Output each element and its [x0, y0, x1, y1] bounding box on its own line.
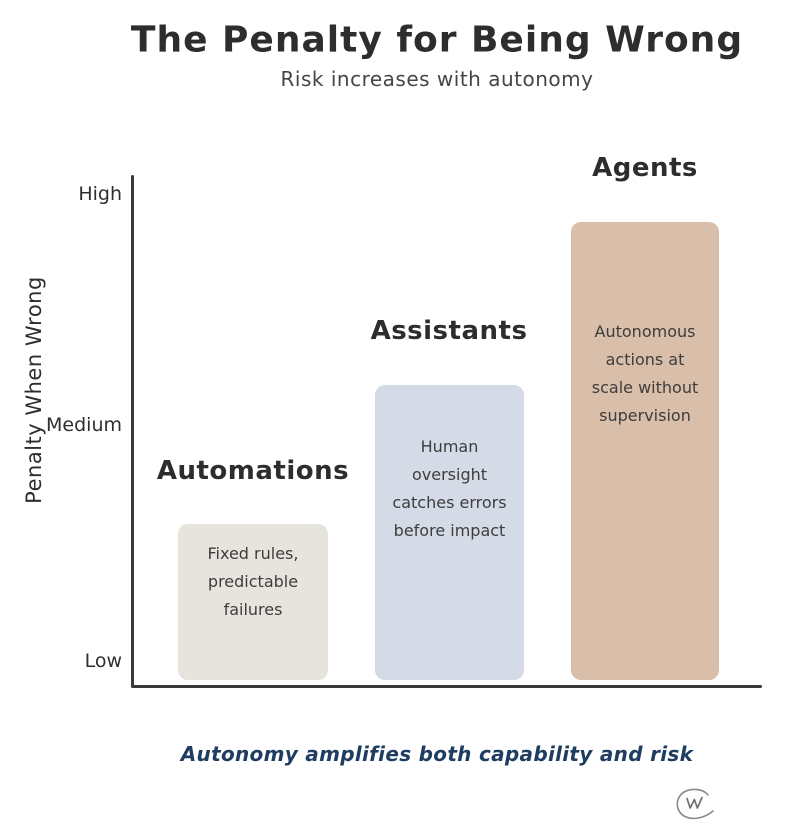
bar-description-agents: Autonomous actions at scale without supe…: [591, 322, 699, 425]
chart-subtitle: Risk increases with autonomy: [280, 67, 594, 91]
bar-assistants: Human oversight catches errors before im…: [375, 385, 524, 680]
y-tick-medium: Medium: [46, 414, 122, 436]
chart-title: The Penalty for Being Wrong: [130, 19, 744, 61]
y-axis-line: [131, 175, 134, 687]
circled-w-signature-icon: [676, 788, 714, 820]
bar-label-assistants: Assistants: [370, 316, 528, 346]
bar-label-automations: Automations: [156, 456, 350, 486]
bar-automations: Fixed rules, predictable failures: [178, 524, 328, 680]
x-axis-line: [131, 685, 762, 688]
bar-agents: Autonomous actions at scale without supe…: [571, 222, 719, 680]
chart-caption: Autonomy amplifies both capability and r…: [180, 742, 694, 766]
y-tick-high: High: [78, 183, 122, 205]
bar-description-automations: Fixed rules, predictable failures: [207, 544, 299, 619]
bar-label-agents: Agents: [592, 153, 698, 183]
bar-description-assistants: Human oversight catches errors before im…: [392, 437, 507, 540]
y-tick-low: Low: [84, 650, 122, 672]
y-axis-title: Penalty When Wrong: [22, 276, 46, 504]
